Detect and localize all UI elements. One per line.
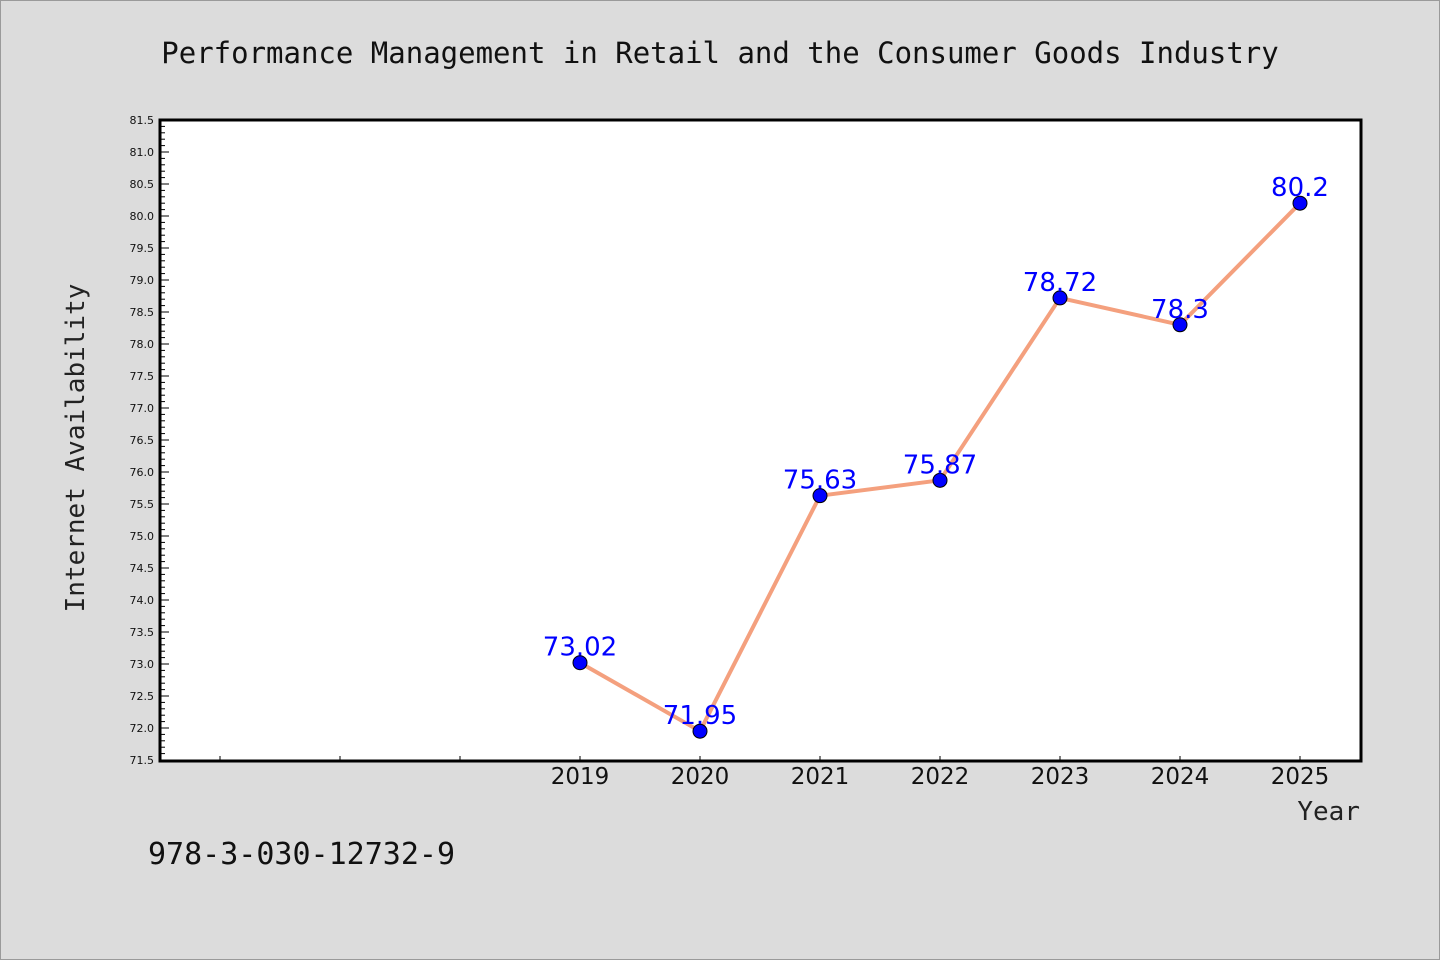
chart-title: Performance Management in Retail and the… — [161, 36, 1278, 70]
x-tick-label: 2019 — [551, 764, 610, 790]
y-tick-label: 79.5 — [130, 242, 155, 255]
x-tick-label: 2020 — [671, 764, 730, 790]
y-tick-label: 74.5 — [130, 562, 155, 575]
y-tick-label: 77.5 — [130, 370, 155, 383]
x-tick-label: 2021 — [791, 764, 850, 790]
data-label: 78.3 — [1151, 295, 1209, 325]
data-label: 80.2 — [1271, 173, 1329, 203]
y-tick-label: 78.5 — [130, 306, 155, 319]
y-tick-label: 80.5 — [130, 178, 155, 191]
y-tick-label: 77.0 — [130, 402, 155, 415]
y-tick-label: 75.0 — [130, 530, 155, 543]
y-axis-label: Internet Availability — [61, 284, 91, 613]
data-label: 75.87 — [903, 450, 977, 480]
data-point-marker — [1052, 290, 1068, 306]
y-tick-label: 76.0 — [130, 466, 155, 479]
y-tick-label: 71.5 — [130, 754, 155, 767]
data-point-marker — [692, 723, 708, 739]
x-tick-label: 2024 — [1151, 764, 1210, 790]
y-tick-label: 73.0 — [130, 658, 155, 671]
data-point-marker — [932, 472, 948, 488]
y-tick-label: 74.0 — [130, 594, 155, 607]
x-tick-label: 2022 — [911, 764, 970, 790]
y-tick-label: 76.5 — [130, 434, 155, 447]
y-tick-label: 78.0 — [130, 338, 155, 351]
y-axis: 71.5 72.0 72.5 73.0 73.5 74.0 74.5 75.0 75.5 76.0… — [130, 114, 169, 767]
data-label: 73.02 — [543, 633, 617, 663]
x-axis: 2019 2020 2021 2022 2023 2024 2025 — [219, 756, 1330, 790]
y-tick-label: 81.5 — [130, 114, 155, 127]
x-axis-label: Year — [1297, 797, 1360, 827]
y-tick-label: 79.0 — [130, 274, 155, 287]
data-label: 75.63 — [783, 466, 857, 496]
y-tick-label: 73.5 — [130, 626, 155, 639]
y-tick-label: 75.5 — [130, 498, 155, 511]
data-point-marker — [1292, 195, 1308, 211]
x-tick-label: 2025 — [1271, 764, 1330, 790]
data-label: 78.72 — [1023, 268, 1097, 298]
y-tick-label: 80.0 — [130, 210, 155, 223]
data-series: 73.02 71.95 75.63 75.87 78.72 78.3 80.2 — [543, 173, 1329, 739]
x-tick-label: 2023 — [1031, 764, 1090, 790]
y-tick-label: 72.5 — [130, 690, 155, 703]
plot-area — [158, 118, 1363, 763]
data-label: 71.95 — [663, 701, 737, 731]
data-point-marker — [572, 655, 588, 671]
footnote-isbn: 978-3-030-12732-9 — [148, 837, 455, 872]
y-tick-label: 81.0 — [130, 146, 155, 159]
y-tick-label: 72.0 — [130, 722, 155, 735]
data-point-marker — [1172, 317, 1188, 333]
data-point-marker — [812, 488, 828, 504]
